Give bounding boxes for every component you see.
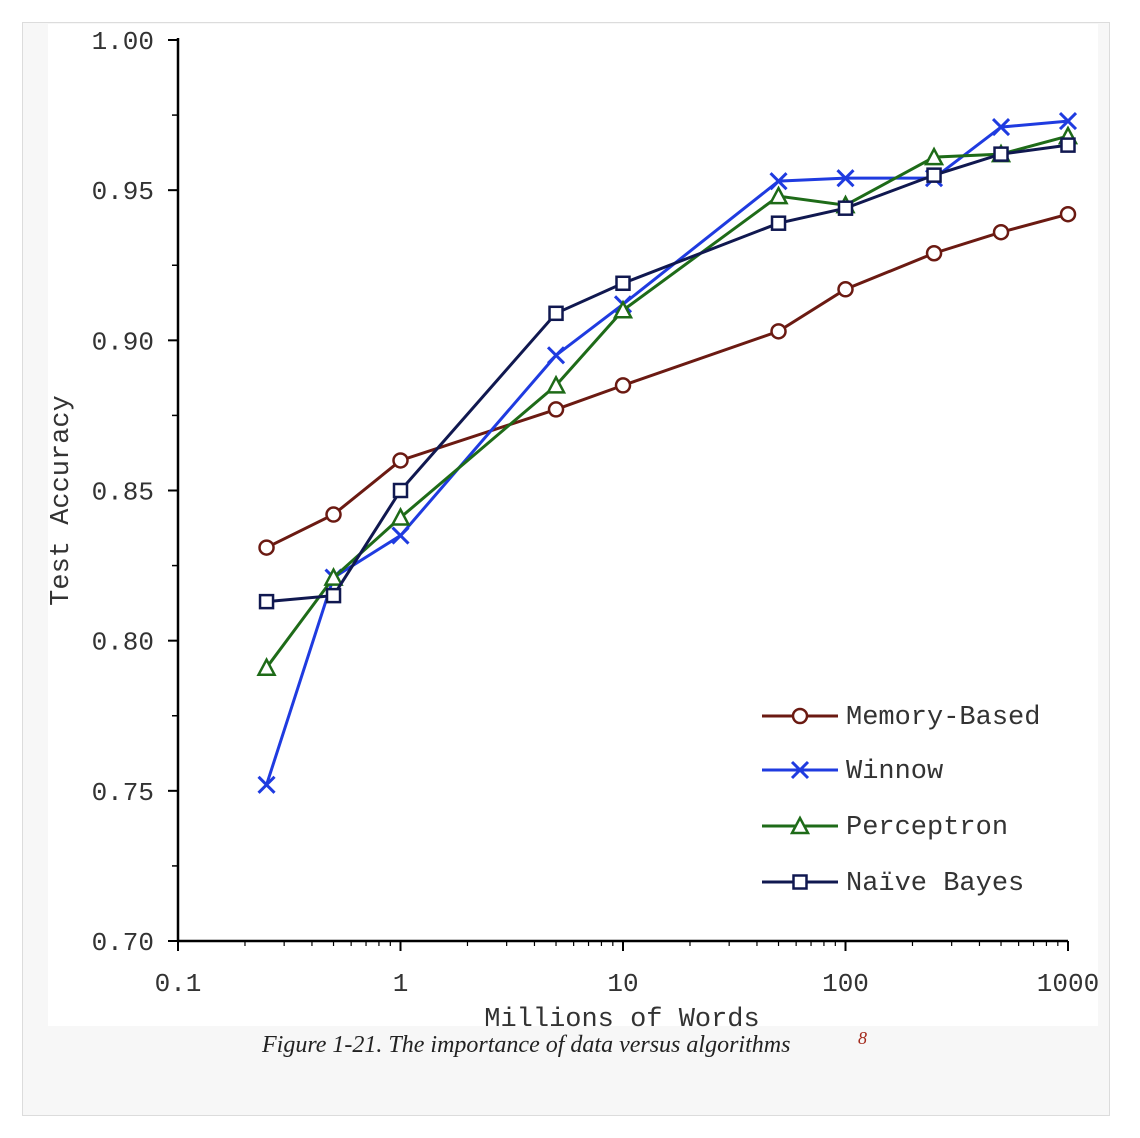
data-point-na-ve-bayes — [1060, 137, 1076, 153]
x-axis-label: Millions of Words — [484, 1005, 759, 1035]
data-point-memory-based — [925, 244, 943, 262]
data-point-perceptron — [323, 566, 344, 586]
legend-marker-x — [790, 760, 810, 780]
legend-item-perceptron: Perceptron — [762, 813, 1008, 843]
data-point-winnow — [391, 526, 410, 545]
data-point-memory-based — [325, 506, 342, 523]
data-point-perceptron — [256, 657, 277, 676]
data-point-memory-based — [992, 223, 1010, 241]
legend: Memory-Based Winnow Perceptron Naïve Bayes — [762, 703, 1040, 899]
data-point-perceptron — [390, 506, 411, 526]
data-point-perceptron — [545, 374, 567, 394]
data-point-na-ve-bayes — [770, 215, 787, 231]
y-tick-label: 0.95 — [92, 177, 154, 207]
series-perceptron — [256, 125, 1079, 676]
series-layer — [256, 112, 1079, 794]
series-line-winnow — [265, 119, 1069, 786]
data-point-perceptron — [923, 146, 945, 166]
data-point-na-ve-bayes — [837, 200, 854, 216]
x-tick-label: 0.1 — [155, 969, 202, 999]
series-line-perceptron — [265, 134, 1069, 669]
series-na-ve-bayes — [258, 137, 1076, 610]
data-point-na-ve-bayes — [615, 275, 631, 292]
legend-marker-square — [792, 874, 808, 890]
data-point-memory-based — [547, 401, 565, 418]
y-tick-label: 0.75 — [92, 778, 154, 808]
data-point-memory-based — [392, 452, 409, 469]
y-tick-label: 0.70 — [92, 928, 154, 958]
figure-caption: Figure 1-21. The importance of data vers… — [262, 1032, 790, 1059]
data-point-na-ve-bayes — [926, 167, 942, 183]
data-point-na-ve-bayes — [548, 305, 564, 322]
y-tick-label: 0.80 — [92, 628, 154, 658]
footnote-link[interactable]: 8 — [858, 1028, 867, 1048]
data-point-winnow — [991, 118, 1011, 137]
y-tick-label: 0.85 — [92, 478, 154, 508]
legend-label: Memory-Based — [846, 703, 1040, 733]
data-point-winnow — [546, 346, 566, 365]
y-axis-label: Test Accuracy — [47, 395, 77, 606]
data-point-winnow — [257, 775, 276, 794]
legend-item-winnow: Winnow — [762, 757, 943, 787]
x-tick-label: 100 — [822, 969, 869, 999]
data-point-perceptron — [768, 185, 789, 205]
legend-item-memory-based: Memory-Based — [762, 703, 1040, 733]
series-winnow — [257, 112, 1078, 794]
caption-text: Figure 1-21. The importance of data vers… — [262, 1032, 791, 1058]
legend-label: Winnow — [846, 757, 943, 787]
legend-label: Perceptron — [846, 813, 1008, 843]
legend-marker-circle — [791, 707, 809, 725]
series-line-memory-based — [265, 212, 1069, 549]
data-point-memory-based — [770, 323, 787, 340]
data-point-memory-based — [837, 281, 854, 298]
data-point-na-ve-bayes — [258, 593, 275, 610]
y-tick-label: 1.00 — [92, 27, 154, 57]
data-point-na-ve-bayes — [325, 587, 342, 604]
x-tick-label: 1000 — [1037, 969, 1099, 999]
data-point-memory-based — [1059, 205, 1077, 223]
series-memory-based — [258, 205, 1077, 556]
y-tick-label: 0.90 — [92, 327, 154, 357]
data-point-memory-based — [258, 539, 275, 556]
plot-area — [48, 24, 1098, 1026]
x-tick-label: 1 — [393, 969, 409, 999]
legend-item-na-ve-bayes: Naïve Bayes — [762, 869, 1024, 899]
data-point-winnow — [1058, 112, 1078, 131]
axes: 0.70 0.75 0.80 0.85 0.90 0.95 1.00 0.1 1 10 100 100… — [47, 27, 1099, 1035]
legend-marker-triangle — [789, 815, 811, 835]
data-point-na-ve-bayes — [993, 146, 1009, 162]
data-point-winnow — [836, 169, 855, 188]
legend-label: Naïve Bayes — [846, 869, 1024, 899]
data-point-perceptron — [612, 299, 634, 319]
x-tick-label: 10 — [607, 969, 638, 999]
series-line-na-ve-bayes — [266, 143, 1069, 604]
data-point-winnow — [769, 172, 788, 191]
data-point-memory-based — [614, 377, 632, 394]
data-point-na-ve-bayes — [392, 482, 409, 499]
